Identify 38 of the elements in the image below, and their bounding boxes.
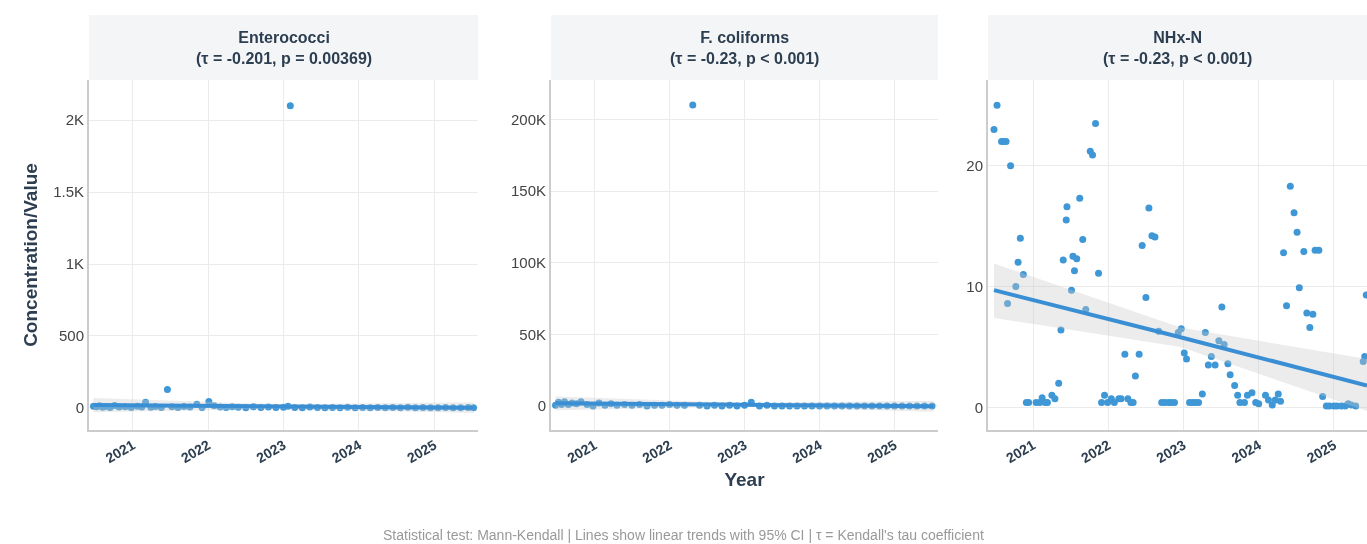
- y-tick-label: 150K: [510, 182, 546, 200]
- x-tick-label: 2021: [1003, 436, 1039, 467]
- chart-title: F. coliforms: [700, 29, 790, 46]
- chart-subtitle: (τ = -0.201, p = 0.00369): [196, 49, 373, 67]
- chart-title: NHx-N: [1153, 29, 1203, 46]
- x-tick-label: 2021: [564, 436, 600, 467]
- x-tick-label: 2023: [714, 436, 750, 467]
- text: Statistical test: Mann-Kendall | Lines show linear trends with 95% CI | τ = Kendall's tau coefficient: [383, 527, 984, 543]
- y-tick-label: 0: [537, 397, 546, 415]
- chart-subtitle: (τ = -0.23, p < 0.001): [1103, 49, 1253, 67]
- y-tick-label: 0: [974, 398, 983, 416]
- y-axis-title: Concentration/Value: [20, 163, 42, 347]
- y-tick-label: 100K: [510, 253, 546, 271]
- x-tick-label: 2023: [253, 436, 289, 467]
- chart-subtitle: (τ = -0.23, p < 0.001): [670, 49, 820, 67]
- x-tick-label: 2023: [1153, 436, 1189, 467]
- x-tick-label: 2024: [789, 436, 825, 467]
- x-tick-label: 2025: [1303, 436, 1340, 467]
- y-tick-label: 500: [58, 327, 84, 345]
- y-tick-label: 200K: [510, 110, 546, 128]
- y-tick-label: 0: [75, 399, 84, 417]
- x-tick-label: 2025: [404, 436, 440, 467]
- y-tick-label: 50K: [519, 325, 546, 343]
- y-tick-label: 1.5K: [53, 183, 84, 201]
- x-tick-label: 2022: [178, 436, 214, 467]
- y-tick-label: 10: [966, 277, 983, 295]
- x-tick-label: 2022: [1078, 436, 1114, 467]
- y-tick-label: 2K: [65, 111, 84, 129]
- y-tick-label: 20: [966, 157, 983, 174]
- y-tick-label: 1K: [65, 255, 84, 273]
- point: [689, 101, 697, 109]
- x-tick-label: 2024: [328, 436, 365, 467]
- x-tick-label: 2024: [1228, 436, 1264, 467]
- x-axis-title: Year: [724, 469, 766, 491]
- x-tick-label: 2021: [102, 436, 138, 467]
- x-tick-label: 2022: [639, 436, 675, 467]
- x-tick-label: 2025: [864, 436, 900, 467]
- chart-title: Enterococci: [238, 29, 330, 46]
